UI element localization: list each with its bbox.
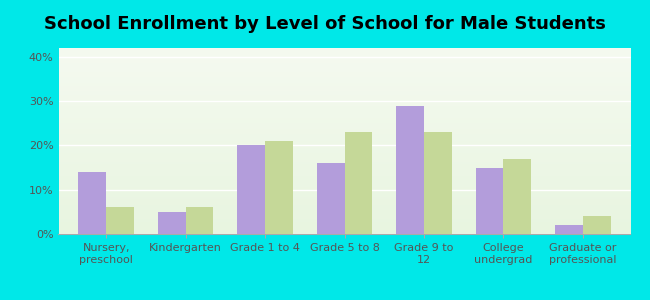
- Bar: [344, 132, 372, 234]
- Bar: [237, 146, 265, 234]
- Bar: [476, 168, 503, 234]
- Bar: [186, 207, 213, 234]
- Bar: [424, 132, 452, 234]
- Text: School Enrollment by Level of School for Male Students: School Enrollment by Level of School for…: [44, 15, 606, 33]
- Bar: [396, 106, 424, 234]
- Bar: [158, 212, 186, 234]
- Bar: [317, 163, 345, 234]
- Bar: [555, 225, 583, 234]
- Bar: [583, 216, 610, 234]
- Bar: [265, 141, 293, 234]
- Bar: [106, 207, 134, 234]
- Bar: [79, 172, 106, 234]
- Bar: [503, 159, 531, 234]
